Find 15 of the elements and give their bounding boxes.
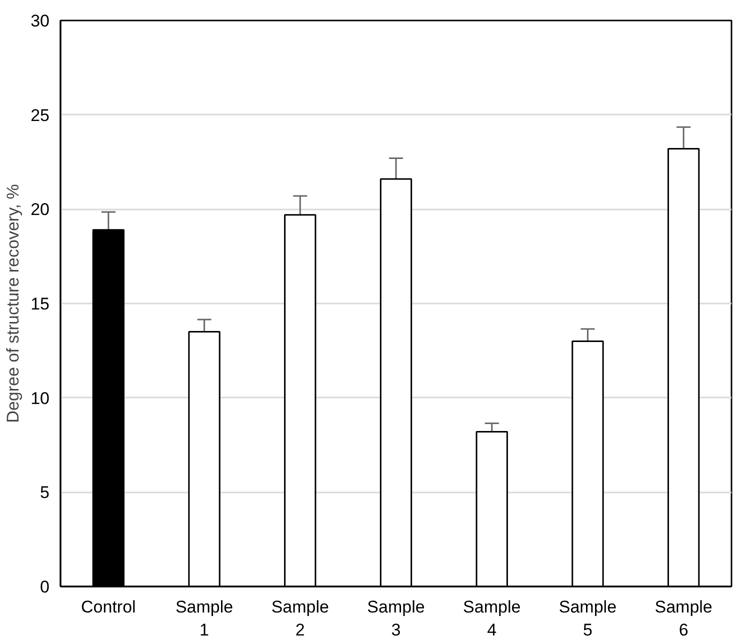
y-tick-label: 15 xyxy=(30,294,50,314)
y-tick-label: 30 xyxy=(30,12,50,30)
x-tick-label: Sample 6 xyxy=(654,598,712,640)
y-tick-label: 10 xyxy=(30,388,50,408)
x-tick-label: Sample 3 xyxy=(367,598,425,640)
y-tick-label: 0 xyxy=(40,578,50,596)
x-tick-label: Control xyxy=(81,598,136,616)
y-tick-label: 20 xyxy=(30,200,50,220)
x-tick-label: Sample 5 xyxy=(558,598,617,640)
y-tick-label: 5 xyxy=(40,483,50,502)
x-tick-label: Sample 2 xyxy=(271,598,329,640)
y-tick-label: 25 xyxy=(30,106,50,125)
x-tick-label: Sample 1 xyxy=(175,598,234,640)
x-tick-label: Sample 4 xyxy=(463,598,521,640)
y-axis-title: Degree of structure recovery, % xyxy=(4,184,23,423)
